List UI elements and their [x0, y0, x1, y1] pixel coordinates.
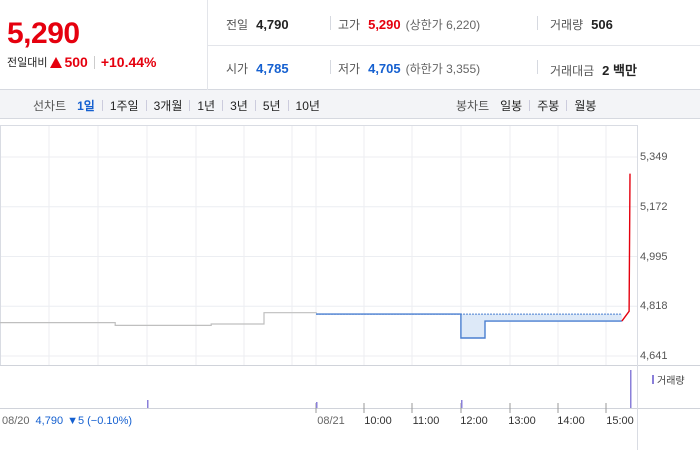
- tab-10y[interactable]: 10년: [295, 99, 320, 113]
- tab-monthly-candle[interactable]: 월봉: [574, 99, 597, 113]
- plot-frame: [0, 125, 638, 366]
- high-stat: 고가 5,290 (상한가 6,220): [338, 16, 480, 33]
- tab-1w[interactable]: 1주일: [109, 99, 139, 113]
- x-tick-label: 13:00: [508, 415, 536, 427]
- volume-legend-swatch: [652, 375, 654, 384]
- tab-5y[interactable]: 5년: [262, 99, 281, 113]
- divider: [330, 60, 331, 74]
- volume-legend: 거래량: [652, 372, 685, 387]
- x-tick-label: 14:00: [557, 415, 585, 427]
- x-tick-label: 08/21: [317, 415, 345, 427]
- change-value: 500: [64, 54, 88, 70]
- upper-limit: (상한가 6,220): [405, 18, 481, 32]
- volume-label: 거래량: [550, 18, 584, 32]
- y-tick-label: 5,349: [640, 151, 668, 163]
- current-price: 5,290: [7, 17, 80, 50]
- y-tick-label: 4,641: [640, 350, 668, 362]
- low-stat: 저가 4,705 (하한가 3,355): [338, 60, 480, 77]
- prev-day-change: ▼5 (−0.10%): [67, 415, 133, 427]
- x-tick-label: 10:00: [364, 415, 392, 427]
- x-tick-label: 11:00: [412, 415, 440, 427]
- volume-legend-label: 거래량: [657, 376, 685, 387]
- prev-day-info: 08/20 4,790 ▼5 (−0.10%): [2, 415, 132, 427]
- prev-day-price: 4,790: [35, 415, 64, 427]
- quote-panel: 5,290 전일대비 500 +10.44% 전일 4,790 고가 5,290…: [0, 0, 700, 90]
- divider: [93, 55, 95, 69]
- divider: [287, 100, 289, 111]
- change-row: 전일대비 500 +10.44%: [7, 54, 157, 70]
- low-value: 4,705: [368, 61, 401, 76]
- divider: [222, 100, 224, 111]
- price-chart-svg: [0, 125, 700, 450]
- high-label: 고가: [338, 18, 361, 32]
- open-value: 4,785: [256, 61, 289, 76]
- high-value: 5,290: [368, 17, 401, 32]
- tab-weekly-candle[interactable]: 주봉: [537, 99, 560, 113]
- tab-3y[interactable]: 3년: [230, 99, 248, 113]
- y-tick-label: 4,818: [640, 300, 668, 312]
- y-tick-label: 5,172: [640, 201, 668, 213]
- open-stat: 시가 4,785: [226, 60, 289, 77]
- closing-spike-line: [621, 173, 631, 322]
- open-label: 시가: [226, 62, 249, 76]
- candle-chart-label: 봉차트: [456, 99, 490, 113]
- change-label: 전일대비: [7, 57, 48, 69]
- tab-3m[interactable]: 3개월: [153, 99, 183, 113]
- amount-label: 거래대금: [550, 64, 595, 78]
- lower-limit: (하한가 3,355): [405, 62, 481, 76]
- volume-bar: [630, 370, 632, 408]
- divider: [189, 100, 191, 111]
- row-divider: [208, 45, 700, 46]
- tab-daily-candle[interactable]: 일봉: [500, 99, 523, 113]
- current-price-box: 5,290 전일대비 500 +10.44%: [0, 0, 208, 90]
- divider: [330, 16, 331, 30]
- volume-bar: [147, 400, 149, 408]
- divider: [145, 100, 147, 111]
- amount-stat: 거래대금 2 백만: [550, 60, 637, 79]
- divider: [537, 60, 538, 74]
- amount-value: 2 백만: [602, 63, 637, 78]
- volume-stat: 거래량 506: [550, 16, 613, 33]
- candle-chart-tabs: 봉차트 일봉 주봉 월봉: [456, 97, 596, 114]
- line-chart-label: 선차트: [33, 99, 67, 113]
- prev-close-value: 4,790: [256, 17, 289, 32]
- divider: [254, 100, 256, 111]
- volume-bar: [461, 400, 463, 408]
- today-fill-area: [316, 314, 622, 338]
- divider: [101, 100, 103, 111]
- prev-day-date: 08/20: [2, 415, 30, 427]
- price-chart: 5,349 5,172 4,995 4,818 4,641 거래량 08/20 …: [0, 119, 700, 450]
- prev-close-label: 전일: [226, 18, 249, 32]
- volume-bar: [316, 402, 318, 408]
- divider: [537, 16, 538, 30]
- volume-value: 506: [591, 17, 613, 32]
- low-label: 저가: [338, 62, 361, 76]
- tab-1d[interactable]: 1일: [77, 99, 95, 113]
- prev-day-line: [0, 312, 317, 326]
- tab-1y[interactable]: 1년: [197, 99, 216, 113]
- line-chart-tabs: 선차트 1일 1주일 3개월 1년 3년 5년 10년: [33, 97, 320, 114]
- divider: [566, 100, 568, 111]
- x-tick-label: 12:00: [460, 415, 488, 427]
- x-tick-label: 15:00: [606, 415, 634, 427]
- y-tick-label: 4,995: [640, 251, 668, 263]
- chart-tab-bar: 선차트 1일 1주일 3개월 1년 3년 5년 10년 봉차트 일봉 주봉 월봉: [0, 90, 700, 119]
- divider: [529, 100, 531, 111]
- prev-close-stat: 전일 4,790: [226, 16, 289, 33]
- change-percent: +10.44%: [100, 54, 157, 70]
- up-triangle-icon: [50, 56, 63, 68]
